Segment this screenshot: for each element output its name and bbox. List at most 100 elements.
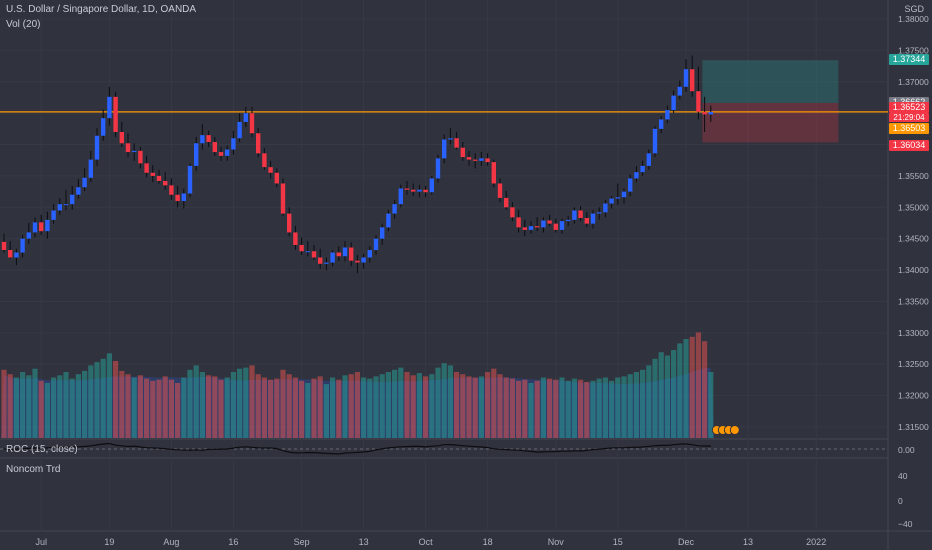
volume-bar <box>410 375 416 438</box>
candle-body <box>324 262 329 264</box>
volume-bar <box>311 378 317 438</box>
volume-legend[interactable]: Vol (20) <box>6 19 41 30</box>
volume-bar <box>44 383 50 438</box>
time-tick-label: Jul <box>35 537 47 547</box>
volume-bar <box>404 372 410 438</box>
volume-bar <box>168 379 174 438</box>
volume-bar <box>509 378 515 438</box>
candle-body <box>57 204 62 211</box>
candle-body <box>32 222 38 233</box>
price-tag: 1.36523 <box>889 101 929 113</box>
volume-bar <box>671 350 677 438</box>
candle-body <box>640 165 645 173</box>
candle-body <box>597 212 602 214</box>
candle-body <box>473 159 478 161</box>
candle-body <box>671 95 676 111</box>
candle-body <box>628 178 633 192</box>
candle-body <box>305 251 310 253</box>
volume-bar <box>354 372 360 438</box>
volume-bar <box>268 379 274 438</box>
candle-body <box>572 210 577 220</box>
candle-body <box>690 69 695 92</box>
candle-body <box>287 213 292 233</box>
candle-body <box>677 86 682 96</box>
candle-body <box>528 226 534 230</box>
volume-bar <box>193 365 199 438</box>
volume-bar <box>261 377 267 438</box>
candle-body <box>423 189 428 193</box>
volume-bar <box>398 367 404 438</box>
candle-body <box>646 153 651 166</box>
volume-bar <box>367 378 373 438</box>
volume-bar <box>305 383 311 438</box>
candle-body <box>497 183 503 198</box>
volume-bar <box>553 379 559 438</box>
candle-body <box>466 157 472 160</box>
volume-bar <box>38 380 44 438</box>
volume-bar <box>32 368 38 438</box>
candle-body <box>355 260 360 263</box>
price-tag: 1.36034 <box>889 140 929 152</box>
price-tick-label: 1.32500 <box>898 359 929 369</box>
candle-body <box>231 138 236 150</box>
currency-label: SGD <box>904 4 924 14</box>
candle-body <box>125 143 131 153</box>
volume-bar <box>664 355 670 438</box>
candle-body <box>1 241 7 250</box>
volume-bar <box>212 376 218 438</box>
candle-body <box>435 158 441 179</box>
volume-bar <box>88 365 94 438</box>
take-profit-zone <box>702 60 839 103</box>
candle-body <box>274 172 279 184</box>
candle-body <box>243 113 248 122</box>
volume-bar <box>646 365 652 438</box>
volume-bar <box>528 383 534 438</box>
volume-bar <box>627 374 633 438</box>
candle-body <box>194 143 199 166</box>
candle-body <box>212 142 217 153</box>
volume-bar <box>348 374 354 438</box>
volume-bar <box>454 372 460 438</box>
symbol-legend[interactable]: U.S. Dollar / Singapore Dollar, 1D, OAND… <box>6 4 197 15</box>
candle-body <box>392 204 397 214</box>
noncom-tick-label: 0 <box>898 496 903 506</box>
candle-body <box>442 139 447 159</box>
candle-body <box>590 213 596 224</box>
candle-body <box>94 135 100 160</box>
volume-bar <box>485 372 491 438</box>
candle-body <box>417 189 422 192</box>
candle-body <box>404 188 410 190</box>
volume-bar <box>156 379 162 438</box>
candle-body <box>330 252 335 263</box>
candle-body <box>45 219 50 232</box>
candle-body <box>336 252 341 257</box>
candle-body <box>181 193 186 202</box>
price-tick-label: 1.37500 <box>898 45 929 55</box>
time-tick-label: 13 <box>359 537 369 547</box>
volume-bar <box>199 372 205 438</box>
volume-bar <box>565 380 571 438</box>
candle-body <box>119 131 124 144</box>
price-tick-label: 1.31500 <box>898 422 929 432</box>
roc-legend[interactable]: ROC (15, close) <box>6 444 78 455</box>
candle-body <box>132 150 137 153</box>
time-tick-label: 16 <box>228 537 238 547</box>
volume-bar <box>423 376 429 438</box>
countdown-tag: 21:29:04 <box>889 112 929 122</box>
price-tick-label: 1.35000 <box>898 202 929 212</box>
candle-body <box>454 138 459 148</box>
candle-body <box>169 185 174 195</box>
volume-bar <box>20 372 26 438</box>
candle-body <box>144 163 149 173</box>
time-tick-label: 18 <box>483 537 493 547</box>
volume-bar <box>224 377 230 438</box>
candle-body <box>541 220 546 228</box>
volume-bar <box>342 375 348 438</box>
candle-body <box>696 91 701 112</box>
volume-bar <box>218 379 224 438</box>
volume-bar <box>7 374 13 438</box>
volume-bar <box>702 341 708 438</box>
candle-body <box>386 213 391 228</box>
noncom-legend[interactable]: Noncom Trd <box>6 464 61 475</box>
